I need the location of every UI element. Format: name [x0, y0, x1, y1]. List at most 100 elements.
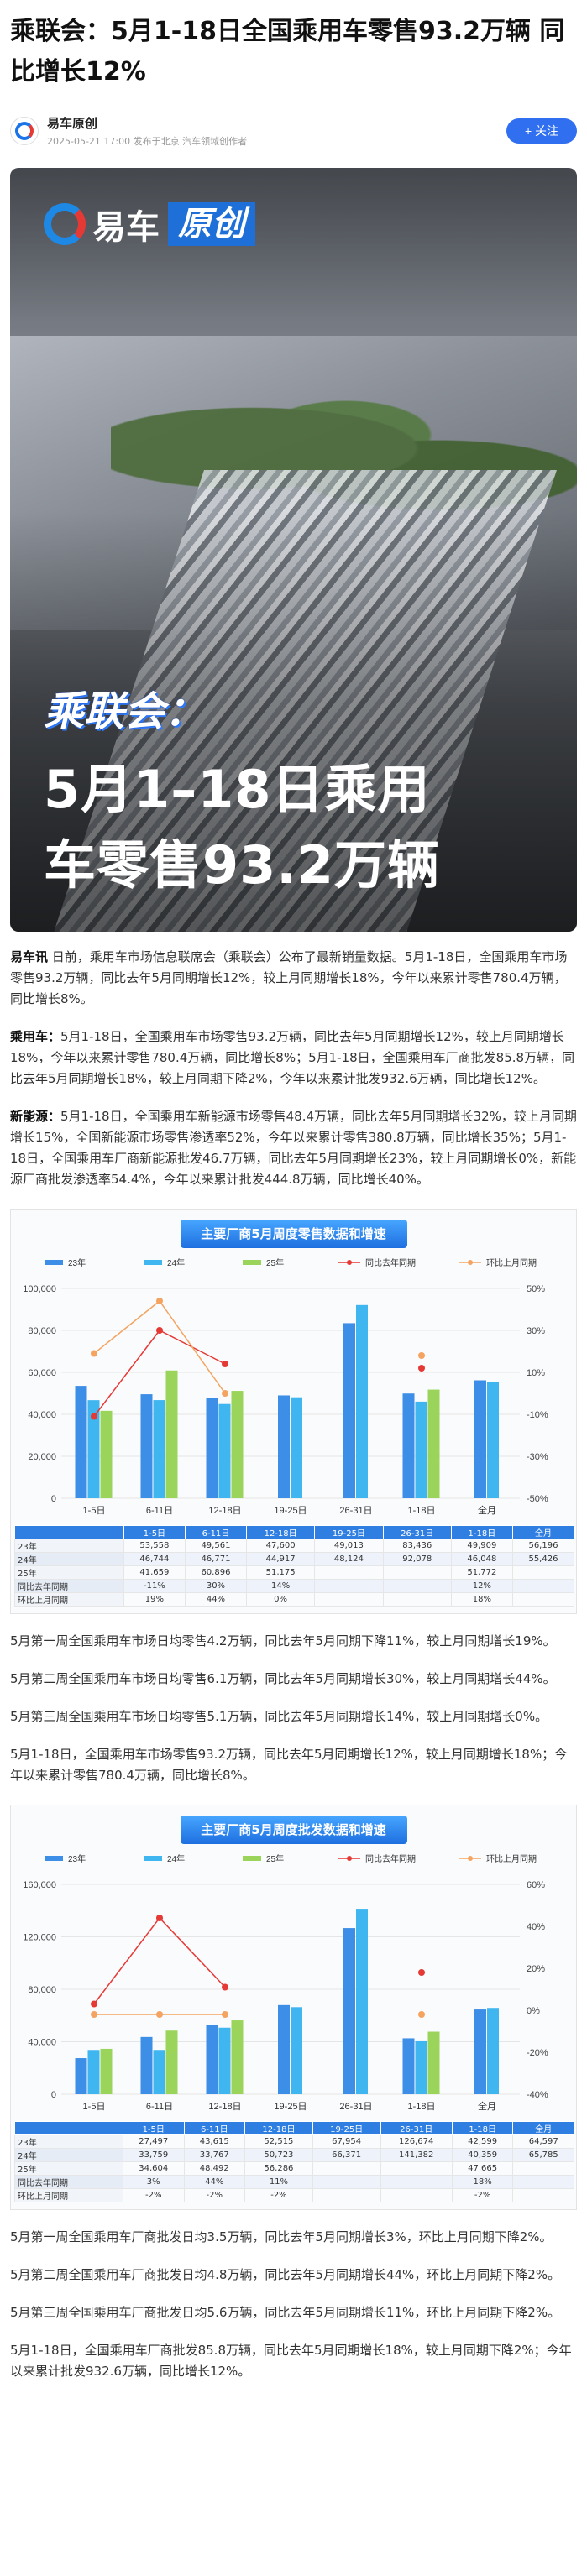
table-cell: 14%: [245, 1579, 316, 1593]
retail-week-3: 5月第三周全国乘用车市场日均零售5.1万辆，同比去年5月同期增长14%，较上月同…: [10, 1709, 548, 1724]
paragraph-nev: 新能源：5月1-18日，全国乘用车新能源市场零售48.4万辆，同比去年5月同期增…: [10, 1106, 577, 1190]
bar-23年-1-18日: [402, 1393, 415, 1498]
point-环比上月同期-1-5日: [91, 2011, 97, 2018]
table-cell: 30%: [184, 1579, 247, 1593]
retail-summary: 5月1-18日，全国乘用车市场零售93.2万辆，同比去年5月同期增长12%，较上…: [10, 1747, 568, 1783]
table-cell: 47,665: [451, 2161, 514, 2176]
table-column-header: 19-25日: [314, 1525, 384, 1539]
table-row-header: 25年: [14, 2161, 123, 2176]
hero-brand: 易车 原创: [44, 200, 255, 248]
table-cell: 50,723: [244, 2148, 313, 2162]
svg-text:23年: 23年: [68, 1257, 86, 1268]
legend-24年: 24年: [144, 1853, 185, 1864]
table-row-header: 环比上月同期: [14, 2188, 123, 2202]
table-column-header: 12-18日: [245, 1525, 316, 1539]
point-同比去年同期-1-18日: [418, 1969, 425, 1976]
table-cell: 67,954: [312, 2134, 381, 2149]
table-cell: 55,426: [511, 1552, 575, 1566]
wholesale-chart: 23年 24年 25年 同比去年同期 环比上月同期 160,000 120,000 80,00…: [23, 1853, 548, 2112]
y-tick-label: 0: [51, 1494, 56, 1504]
table-row: 23年 27,497 43,615 52,515 67,954 126,674 42,599…: [14, 2134, 574, 2149]
author-name[interactable]: 易车原创: [47, 116, 98, 131]
x-tick-label: 1-5日: [83, 2102, 106, 2112]
table-cell: 43,615: [183, 2134, 246, 2149]
y2-tick-label: -50%: [527, 1494, 548, 1504]
article-page: 乘联会：5月1-18日全国乘用车零售93.2万辆 同比增长12% 易车原创 20…: [10, 17, 577, 2379]
table-cell: 49,909: [450, 1539, 513, 1553]
table-cell: -2%: [244, 2188, 313, 2202]
table-row-header: 25年: [14, 1565, 124, 1580]
table-cell: 92,078: [382, 1552, 452, 1566]
table-row: 25年 41,659 60,896 51,175 51,772: [14, 1565, 575, 1580]
paragraph-intro: 易车讯 日前，乘用车市场信息联席会（乘联会）公布了最新销量数据。5月1-18日，…: [10, 947, 577, 1010]
table-row-header: 23年: [14, 2134, 123, 2149]
y-tick-label: 80,000: [28, 1326, 56, 1336]
point-环比上月同期-1-18日: [418, 1352, 425, 1359]
x-tick-label: 19-25日: [274, 2102, 307, 2112]
y2-tick-label: 60%: [527, 1880, 545, 1890]
x-tick-label: 19-25日: [274, 1506, 307, 1516]
wholesale-data-table: 1-5日 6-11日 12-18日 19-25日 26-31日 1-18日 全月 23年 27,…: [14, 2121, 574, 2202]
y2-tick-label: 30%: [527, 1326, 545, 1336]
avatar[interactable]: [10, 117, 39, 145]
point-同比去年同期-6-11日: [156, 1327, 163, 1334]
hero-shade: [10, 168, 577, 932]
hero-headline-1: 5月1–18日乘用: [44, 759, 431, 820]
legend-25年: 25年: [243, 1257, 284, 1268]
line-同比去年同期: [93, 1916, 226, 2004]
legend-23年: 23年: [45, 1257, 86, 1268]
table-row-header: 同比去年同期: [14, 1579, 124, 1593]
x-tick-label: 1-18日: [407, 1506, 435, 1516]
bar-23年-19-25日: [278, 1395, 290, 1498]
table-column-header: 1-5日: [122, 2121, 185, 2135]
author-info: 易车原创 2025-05-21 17:00 发布于北京 汽车领域创作者: [47, 114, 506, 148]
legend-同比去年同期: 同比去年同期: [338, 1257, 416, 1268]
x-tick-label: 全月: [478, 1504, 496, 1516]
x-tick-label: 6-11日: [146, 1506, 173, 1516]
table-cell: [382, 1592, 452, 1607]
chart-title: 主要厂商5月周度零售数据和增速: [180, 1220, 407, 1248]
brand-logo-icon: [15, 122, 34, 140]
table-cell: 51,175: [245, 1565, 316, 1580]
table-cell: 46,744: [123, 1552, 186, 1566]
point-同比去年同期-1-5日: [91, 2000, 97, 2008]
table-cell: 46,048: [450, 1552, 513, 1566]
table-column-header: 1-18日: [451, 2121, 514, 2135]
paragraph-lead: 新能源：: [10, 1109, 61, 1124]
bar-25年-6-11日: [165, 1370, 178, 1498]
bar-24年-6-11日: [153, 2050, 165, 2094]
table-cell: [511, 1579, 575, 1593]
table-column-header: 19-25日: [312, 2121, 381, 2135]
table-column-header: 全月: [512, 2121, 574, 2135]
table-row-header: 同比去年同期: [14, 2175, 123, 2189]
bar-24年-26-31日: [356, 1304, 368, 1498]
y2-tick-label: -10%: [527, 1410, 548, 1420]
table-cell: 40,359: [451, 2148, 514, 2162]
article-title: 乘联会：5月1-18日全国乘用车零售93.2万辆 同比增长12%: [10, 17, 565, 86]
legend-25年: 25年: [243, 1853, 284, 1864]
retail-data-table: 1-5日 6-11日 12-18日 19-25日 26-31日 1-18日 全月 23年 53,…: [14, 1525, 575, 1607]
bar-25年-1-18日: [427, 1389, 440, 1498]
table-cell: 52,515: [244, 2134, 313, 2149]
table-row: 23年 53,558 49,561 47,600 49,013 83,436 49,909 5…: [14, 1539, 575, 1553]
bar-24年-1-5日: [87, 1400, 100, 1498]
table-column-header: 1-18日: [450, 1525, 513, 1539]
legend-24年: 24年: [144, 1257, 185, 1268]
y2-tick-label: 40%: [527, 1922, 545, 1932]
table-cell: 49,013: [314, 1539, 384, 1553]
table-cell: -2%: [183, 2188, 246, 2202]
table-cell: -2%: [122, 2188, 185, 2202]
bar-24年-12-18日: [218, 1403, 231, 1498]
bar-23年-1-18日: [402, 2038, 415, 2094]
table-row-header: 环比上月同期: [14, 1592, 124, 1607]
paragraph-text: 5月1-18日，全国乘用车市场零售93.2万辆，同比去年5月同期增长12%，较上…: [10, 1029, 575, 1086]
y2-tick-label: 10%: [527, 1368, 545, 1378]
legend-环比上月同期: 环比上月同期: [459, 1258, 537, 1268]
table-cell: [512, 2161, 574, 2176]
hero-image: 易车 原创 乘联会： 5月1–18日乘用 车零售93.2万辆: [10, 168, 577, 932]
point-同比去年同期-12-18日: [222, 1983, 228, 1991]
table-cell: [314, 1579, 384, 1593]
table-cell: [312, 2175, 381, 2189]
follow-button[interactable]: + 关注: [506, 118, 577, 144]
table-row-header: 24年: [14, 1552, 124, 1566]
